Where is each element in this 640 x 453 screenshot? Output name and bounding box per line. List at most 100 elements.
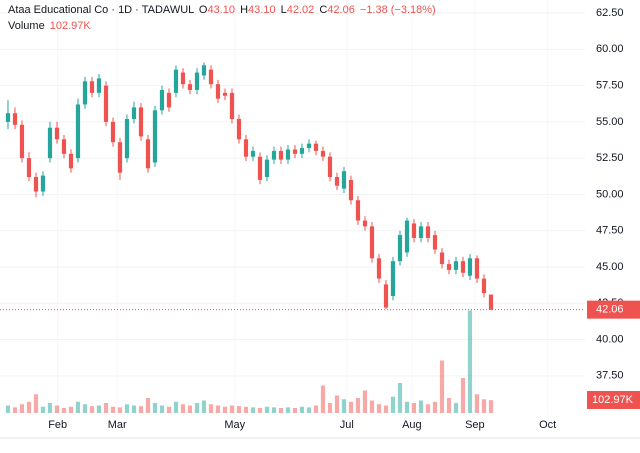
candle-body [439,252,445,265]
candle-body [180,72,186,85]
volume-bar [243,406,249,413]
candle-body [376,258,382,279]
candle-body [446,264,452,270]
candle-body [26,158,32,178]
candle-body [432,235,438,250]
volume-bar [432,401,438,413]
volume-bar [376,404,382,413]
candle-body [418,226,424,238]
volume-bar [96,405,102,413]
candle-body [313,143,319,151]
candle-body [411,223,417,238]
volume-bar [33,394,39,413]
volume-bar [460,378,466,413]
volume-header: Volume 102.97K [8,20,91,32]
open-value: 43.10 [207,4,235,16]
x-tick-label: Oct [539,419,556,431]
last-volume-box [587,391,640,409]
candle-body [250,150,256,157]
candle-body [194,72,200,90]
y-tick-label: 52.50 [596,152,624,164]
volume-bar [117,407,123,413]
candle-body [103,85,109,122]
volume-bar [453,403,459,413]
candle-body [362,220,368,227]
candle-body [264,159,270,178]
volume-bar [285,407,291,413]
candle-body [292,149,298,154]
candle-body [159,89,165,111]
volume-bar [138,406,144,413]
candle-body [278,150,284,160]
symbol: Ataa Educational Co · 1D · TADAWUL [8,4,194,16]
candle-body [33,177,39,192]
close-value: 42.06 [327,4,355,16]
volume-bar [145,398,151,413]
volume-bar [439,360,445,413]
high-label: H [240,4,248,16]
candle-body [341,171,347,189]
volume-bar [411,403,417,413]
candle-body [61,139,67,154]
volume-bar [159,405,165,413]
candle-body [96,78,102,93]
volume-bar [187,405,193,413]
volume-bar [152,403,158,413]
candle-body [425,226,431,238]
y-tick-label: 47.50 [596,225,624,237]
candle-body [474,258,480,279]
volume-bar [131,405,137,413]
high-value: 43.10 [248,4,276,16]
candle-body [54,127,60,140]
candle-body [152,110,158,163]
candle-body [68,153,74,169]
last-volume-label: 102.97K [592,394,634,406]
x-tick-label: May [224,419,245,431]
volume-bar [82,404,88,413]
volume-value: 102.97K [50,20,92,32]
candle-body [173,69,179,93]
volume-label: Volume [8,20,45,32]
candle-body [5,113,11,122]
volume-bar [369,400,375,413]
volume-bar [222,406,228,413]
candle-body [12,113,18,125]
volume-bar [103,403,109,413]
volume-bar [355,398,361,413]
volume-bar [397,383,403,413]
candle-body [201,65,207,76]
candle-body [285,149,291,160]
x-tick-label: Sep [465,419,485,431]
y-tick-label: 55.00 [596,116,624,128]
candle-body [453,261,459,270]
volume-bar [19,404,25,413]
volume-bar [12,407,18,413]
volume-bar [488,400,494,413]
volume-bar [5,405,11,413]
volume-bar [257,408,263,413]
candle-body [110,121,116,143]
candle-body [124,118,130,159]
volume-bar [166,406,172,413]
candle-body [257,156,263,180]
last-price-box [587,300,640,319]
volume-bar [341,399,347,413]
volume-bar [75,401,81,413]
candle-body [208,69,214,85]
volume-bar [124,404,130,413]
y-tick-label: 62.50 [596,7,624,19]
candle-body [404,220,410,253]
volume-bar [236,406,242,413]
volume-bar [89,406,95,413]
candle-body [327,156,333,178]
candle-body [271,150,277,160]
volume-bar [250,407,256,413]
y-tick-label: 45.00 [596,261,624,273]
volume-bar [348,401,354,413]
volume-bar [467,310,473,413]
volume-bar [173,401,179,413]
volume-bar [229,405,235,413]
candle-body [236,118,242,140]
volume-bar [54,405,60,413]
volume-bar [194,403,200,413]
